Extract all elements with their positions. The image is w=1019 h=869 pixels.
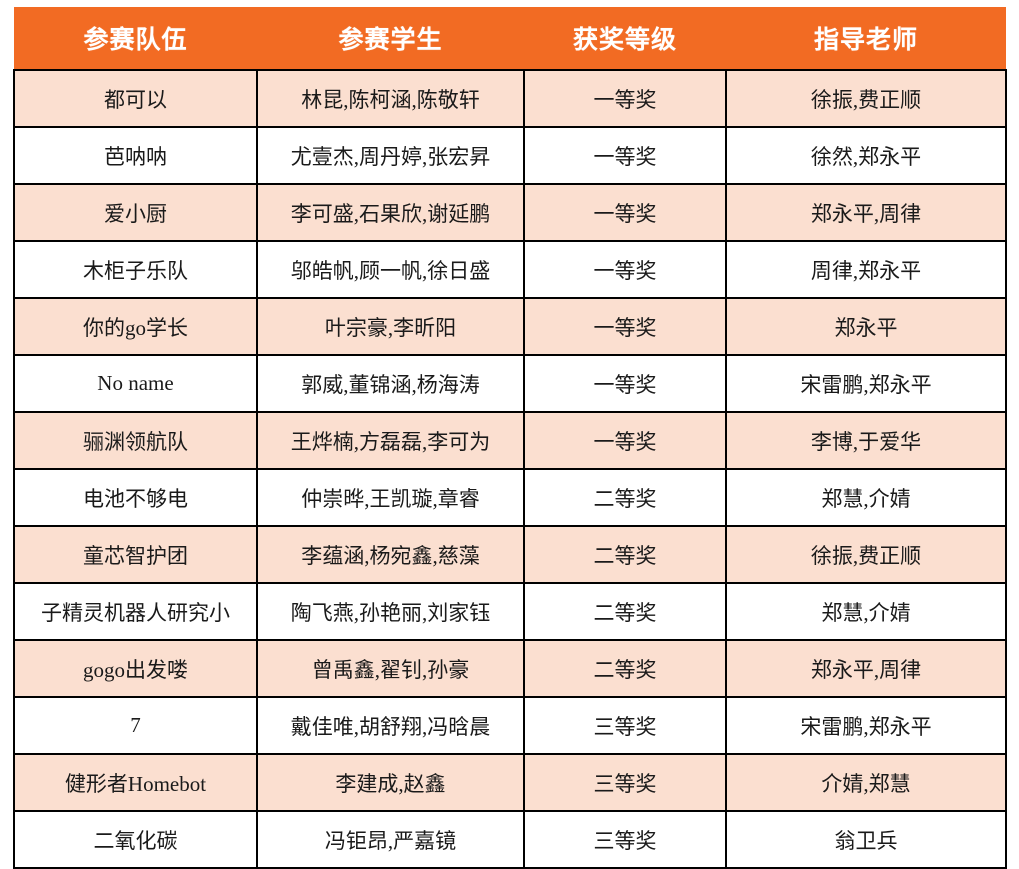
cell-team: 木柜子乐队 bbox=[13, 240, 258, 299]
cell-students: 戴佳唯,胡舒翔,冯晗晨 bbox=[256, 696, 525, 755]
column-header-mentor: 指导老师 bbox=[726, 7, 1006, 70]
cell-award: 二等奖 bbox=[523, 639, 727, 698]
table-row: 子精灵机器人研究小 陶飞燕,孙艳丽,刘家钰 二等奖 郑慧,介婧 bbox=[13, 582, 1007, 641]
cell-mentor: 宋雷鹏,郑永平 bbox=[725, 354, 1007, 413]
table-row: 木柜子乐队 邬皓帆,顾一帆,徐日盛 一等奖 周律,郑永平 bbox=[13, 240, 1007, 299]
cell-award: 二等奖 bbox=[523, 468, 727, 527]
cell-team: 子精灵机器人研究小 bbox=[13, 582, 258, 641]
cell-team: 童芯智护团 bbox=[13, 525, 258, 584]
table-header: 参赛队伍 参赛学生 获奖等级 指导老师 bbox=[14, 7, 1006, 70]
cell-award: 二等奖 bbox=[523, 582, 727, 641]
cell-students: 李可盛,石果欣,谢延鹏 bbox=[256, 183, 525, 242]
table-row: 童芯智护团 李蕴涵,杨宛鑫,慈藻 二等奖 徐振,费正顺 bbox=[13, 525, 1007, 584]
cell-students: 王烨楠,方磊磊,李可为 bbox=[256, 411, 525, 470]
table-row: 二氧化碳 冯钜昂,严嘉镜 三等奖 翁卫兵 bbox=[13, 810, 1007, 869]
cell-award: 一等奖 bbox=[523, 354, 727, 413]
cell-award: 一等奖 bbox=[523, 69, 727, 128]
cell-award: 一等奖 bbox=[523, 297, 727, 356]
competition-award-table: 参赛队伍 参赛学生 获奖等级 指导老师 都可以 林昆,陈柯涵,陈敬轩 一等奖 徐振,费… bbox=[13, 7, 1007, 869]
cell-mentor: 周律,郑永平 bbox=[725, 240, 1007, 299]
cell-students: 邬皓帆,顾一帆,徐日盛 bbox=[256, 240, 525, 299]
cell-mentor: 郑永平,周律 bbox=[725, 639, 1007, 698]
cell-students: 尤壹杰,周丹婷,张宏昇 bbox=[256, 126, 525, 185]
cell-team: gogo出发喽 bbox=[13, 639, 258, 698]
cell-mentor: 郑慧,介婧 bbox=[725, 582, 1007, 641]
cell-students: 李蕴涵,杨宛鑫,慈藻 bbox=[256, 525, 525, 584]
cell-team: 骊渊领航队 bbox=[13, 411, 258, 470]
cell-students: 叶宗豪,李昕阳 bbox=[256, 297, 525, 356]
cell-team: 健形者Homebot bbox=[13, 753, 258, 812]
cell-award: 一等奖 bbox=[523, 126, 727, 185]
cell-team: 电池不够电 bbox=[13, 468, 258, 527]
column-header-award: 获奖等级 bbox=[524, 7, 726, 70]
cell-award: 一等奖 bbox=[523, 411, 727, 470]
cell-team: 7 bbox=[13, 696, 258, 755]
cell-award: 一等奖 bbox=[523, 240, 727, 299]
cell-mentor: 郑永平,周律 bbox=[725, 183, 1007, 242]
cell-award: 三等奖 bbox=[523, 753, 727, 812]
table-row: 健形者Homebot 李建成,赵鑫 三等奖 介婧,郑慧 bbox=[13, 753, 1007, 812]
cell-students: 仲崇晔,王凯璇,章睿 bbox=[256, 468, 525, 527]
cell-students: 冯钜昂,严嘉镜 bbox=[256, 810, 525, 869]
cell-team: 芭呐呐 bbox=[13, 126, 258, 185]
column-header-team: 参赛队伍 bbox=[14, 7, 257, 70]
award-table-container: 参赛队伍 参赛学生 获奖等级 指导老师 都可以 林昆,陈柯涵,陈敬轩 一等奖 徐振,费… bbox=[13, 7, 1007, 869]
table-row: 电池不够电 仲崇晔,王凯璇,章睿 二等奖 郑慧,介婧 bbox=[13, 468, 1007, 527]
column-header-students: 参赛学生 bbox=[257, 7, 524, 70]
cell-award: 二等奖 bbox=[523, 525, 727, 584]
table-row: 你的go学长 叶宗豪,李昕阳 一等奖 郑永平 bbox=[13, 297, 1007, 356]
cell-award: 三等奖 bbox=[523, 696, 727, 755]
header-row: 参赛队伍 参赛学生 获奖等级 指导老师 bbox=[14, 7, 1006, 70]
table-row: 芭呐呐 尤壹杰,周丹婷,张宏昇 一等奖 徐然,郑永平 bbox=[13, 126, 1007, 185]
cell-students: 林昆,陈柯涵,陈敬轩 bbox=[256, 69, 525, 128]
cell-mentor: 翁卫兵 bbox=[725, 810, 1007, 869]
cell-team: No name bbox=[13, 354, 258, 413]
table-body: 都可以 林昆,陈柯涵,陈敬轩 一等奖 徐振,费正顺 芭呐呐 尤壹杰,周丹婷,张宏昇 一等奖徐… bbox=[13, 69, 1007, 869]
cell-mentor: 宋雷鹏,郑永平 bbox=[725, 696, 1007, 755]
cell-students: 李建成,赵鑫 bbox=[256, 753, 525, 812]
cell-team: 二氧化碳 bbox=[13, 810, 258, 869]
cell-mentor: 徐振,费正顺 bbox=[725, 69, 1007, 128]
cell-mentor: 郑慧,介婧 bbox=[725, 468, 1007, 527]
table-row: gogo出发喽 曾禹鑫,翟钊,孙豪 二等奖 郑永平,周律 bbox=[13, 639, 1007, 698]
cell-students: 曾禹鑫,翟钊,孙豪 bbox=[256, 639, 525, 698]
cell-mentor: 李博,于爱华 bbox=[725, 411, 1007, 470]
cell-team: 爱小厨 bbox=[13, 183, 258, 242]
cell-award: 一等奖 bbox=[523, 183, 727, 242]
cell-mentor: 郑永平 bbox=[725, 297, 1007, 356]
table-row: 都可以 林昆,陈柯涵,陈敬轩 一等奖 徐振,费正顺 bbox=[13, 69, 1007, 128]
cell-students: 郭威,董锦涵,杨海涛 bbox=[256, 354, 525, 413]
cell-mentor: 徐然,郑永平 bbox=[725, 126, 1007, 185]
table-row: 7 戴佳唯,胡舒翔,冯晗晨 三等奖 宋雷鹏,郑永平 bbox=[13, 696, 1007, 755]
cell-students: 陶飞燕,孙艳丽,刘家钰 bbox=[256, 582, 525, 641]
cell-award: 三等奖 bbox=[523, 810, 727, 869]
table-row: 骊渊领航队 王烨楠,方磊磊,李可为 一等奖 李博,于爱华 bbox=[13, 411, 1007, 470]
cell-mentor: 介婧,郑慧 bbox=[725, 753, 1007, 812]
cell-team: 都可以 bbox=[13, 69, 258, 128]
cell-team: 你的go学长 bbox=[13, 297, 258, 356]
table-row: No name 郭威,董锦涵,杨海涛 一等奖 宋雷鹏,郑永平 bbox=[13, 354, 1007, 413]
table-row: 爱小厨 李可盛,石果欣,谢延鹏 一等奖 郑永平,周律 bbox=[13, 183, 1007, 242]
cell-mentor: 徐振,费正顺 bbox=[725, 525, 1007, 584]
